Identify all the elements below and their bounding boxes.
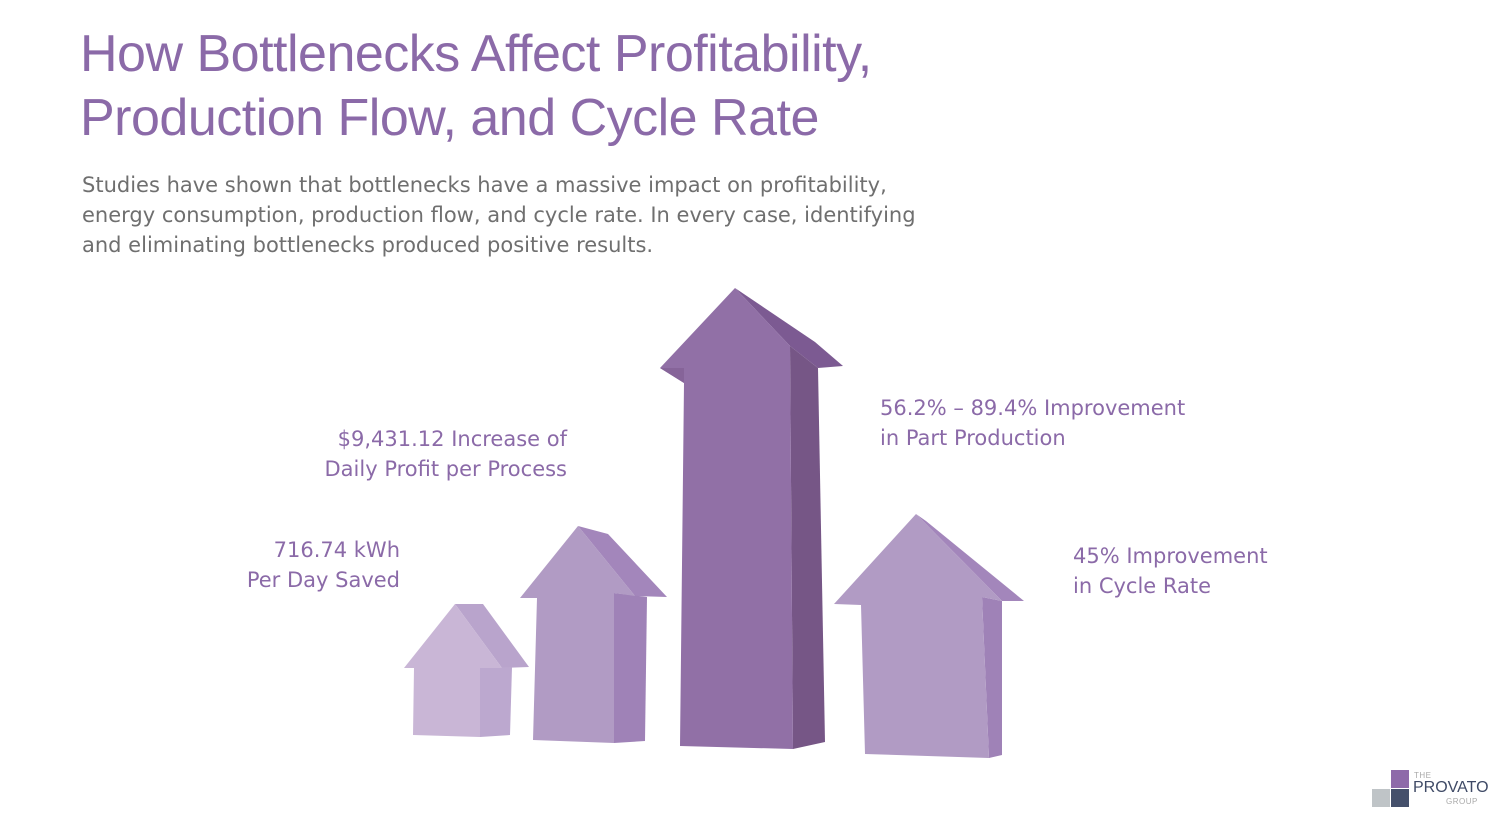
logo-square-gray — [1372, 789, 1390, 807]
logo-square-purple — [1391, 770, 1409, 788]
small-arrow-icon — [404, 604, 529, 737]
page-title-line-1: How Bottlenecks Affect Profitability, — [80, 25, 872, 83]
page-title: How Bottlenecks Affect Profitability, Pr… — [80, 22, 1180, 150]
logo-square-navy — [1391, 789, 1409, 807]
logo-text-the: THE — [1414, 771, 1432, 780]
provato-group-logo: THE PROVATO GROUP — [1372, 770, 1490, 810]
logo-text-group: GROUP — [1446, 797, 1478, 806]
intro-line-1: Studies have shown that bottlenecks have… — [82, 173, 887, 197]
cycle-stat: 45% Improvement in Cycle Rate — [1073, 541, 1268, 601]
logo-text-name: PROVATO — [1413, 779, 1489, 796]
medium-left-arrow-icon — [520, 526, 667, 743]
page-title-line-2: Production Flow, and Cycle Rate — [80, 89, 819, 147]
production-stat-line-2: in Part Production — [880, 426, 1066, 450]
intro-line-2: energy consumption, production flow, and… — [82, 203, 916, 227]
cycle-stat-line-2: in Cycle Rate — [1073, 574, 1212, 598]
energy-stat-line-2: Per Day Saved — [246, 568, 400, 592]
medium-right-arrow-icon — [834, 514, 1024, 758]
production-stat-line-1: 56.2% – 89.4% Improvement — [880, 396, 1186, 420]
production-stat: 56.2% – 89.4% Improvement in Part Produc… — [880, 393, 1185, 453]
profit-stat-line-1: $9,431.12 Increase of — [337, 427, 567, 451]
profit-stat: $9,431.12 Increase of Daily Profit per P… — [325, 424, 567, 484]
intro-line-3: and eliminating bottlenecks produced pos… — [82, 233, 654, 257]
energy-stat: 716.74 kWh Per Day Saved — [247, 535, 400, 595]
intro-paragraph: Studies have shown that bottlenecks have… — [82, 170, 1042, 260]
profit-stat-line-2: Daily Profit per Process — [324, 457, 567, 481]
cycle-stat-line-1: 45% Improvement — [1073, 544, 1268, 568]
energy-stat-line-1: 716.74 kWh — [273, 538, 400, 562]
tall-arrow-icon — [660, 288, 843, 749]
